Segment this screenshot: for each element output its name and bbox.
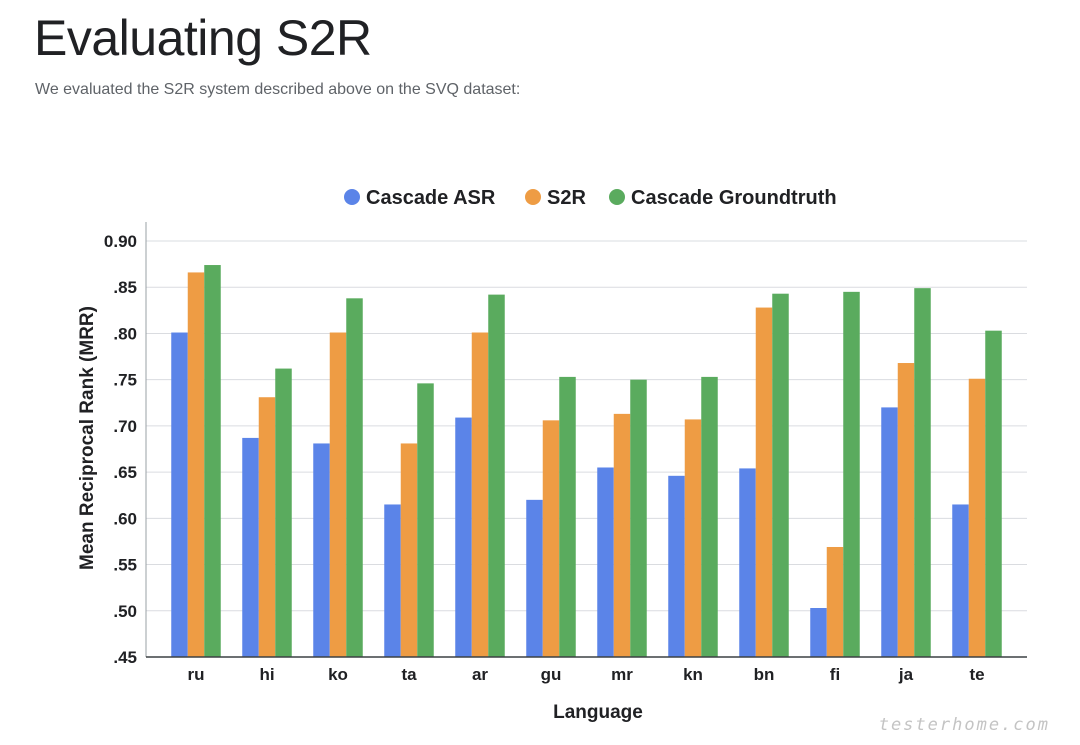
bar-cascade-groundtruth-gu	[559, 376, 576, 657]
x-tick-label: te	[969, 665, 984, 684]
bar-cascade-groundtruth-te	[985, 330, 1002, 657]
legend-label: Cascade ASR	[366, 187, 496, 209]
y-tick-label: .70	[113, 417, 137, 436]
bar-s2r-fi	[826, 546, 844, 657]
bar-s2r-ta	[400, 443, 418, 657]
bar-cascade-groundtruth-ar	[488, 294, 505, 657]
bar-s2r-gu	[542, 420, 560, 657]
bar-s2r-mr	[613, 413, 631, 657]
x-axis-title: Language	[553, 702, 643, 723]
bar-cascade-asr-hi	[242, 437, 259, 657]
y-axis-title: Mean Reciprocal Rank (MRR)	[77, 306, 98, 570]
y-tick-label: .45	[113, 648, 137, 667]
y-tick-label: .80	[113, 324, 137, 343]
bar-s2r-ko	[329, 332, 347, 657]
bar-s2r-ja	[897, 363, 915, 657]
grid-lines	[146, 240, 1027, 612]
x-tick-label: ru	[188, 665, 205, 684]
y-tick-label: .85	[113, 278, 137, 297]
bar-cascade-groundtruth-ja	[914, 288, 931, 657]
bars	[171, 265, 1002, 657]
y-tick-label: .50	[113, 602, 137, 621]
x-tick-label: hi	[259, 665, 274, 684]
legend-swatch	[344, 189, 360, 205]
bar-s2r-bn	[755, 307, 773, 657]
page-title: Evaluating S2R	[34, 10, 372, 66]
x-axis: ru hi ko ta ar gu mr kn bn fi ja te	[146, 656, 1027, 684]
intro-text: We evaluated the S2R system described ab…	[35, 81, 521, 98]
y-tick-label: .55	[113, 556, 137, 575]
x-tick-label: ja	[898, 665, 914, 684]
bar-cascade-groundtruth-bn	[772, 293, 789, 657]
bar-s2r-te	[968, 378, 986, 657]
bar-cascade-groundtruth-mr	[630, 379, 647, 657]
bar-cascade-asr-fi	[810, 608, 827, 657]
bar-cascade-asr-kn	[668, 475, 685, 657]
bar-cascade-asr-te	[952, 504, 969, 657]
x-tick-label: ko	[328, 665, 348, 684]
x-tick-label: fi	[830, 665, 840, 684]
y-axis: .45 .50 .55 .60 .65 .70 .75 .80 .85 0.90	[104, 222, 147, 667]
bar-s2r-ar	[471, 332, 489, 657]
x-tick-label: mr	[611, 665, 633, 684]
bar-cascade-groundtruth-kn	[701, 376, 718, 657]
bar-cascade-groundtruth-ta	[417, 383, 434, 657]
legend-label: Cascade Groundtruth	[631, 187, 837, 209]
x-tick-label: bn	[754, 665, 775, 684]
x-tick-label: gu	[541, 665, 562, 684]
y-tick-label: .60	[113, 509, 137, 528]
bar-s2r-ru	[187, 272, 205, 657]
bar-cascade-asr-gu	[526, 499, 543, 657]
bar-cascade-asr-ar	[455, 417, 472, 657]
x-tick-label: ta	[401, 665, 417, 684]
y-tick-label: .75	[113, 371, 137, 390]
y-tick-label: .65	[113, 463, 137, 482]
bar-cascade-groundtruth-ru	[204, 265, 221, 657]
bar-cascade-asr-ko	[313, 443, 330, 657]
bar-cascade-groundtruth-ko	[346, 298, 363, 657]
watermark: testerhome.com	[878, 715, 1050, 735]
legend-swatch	[525, 189, 541, 205]
x-tick-label: kn	[683, 665, 703, 684]
bar-cascade-asr-ta	[384, 504, 401, 657]
bar-s2r-hi	[258, 397, 276, 657]
bar-s2r-kn	[684, 419, 702, 657]
bar-cascade-asr-bn	[739, 468, 756, 657]
legend-label: S2R	[547, 187, 586, 209]
legend: Cascade ASR S2R Cascade Groundtruth	[344, 187, 837, 209]
x-tick-label: ar	[472, 665, 488, 684]
bar-cascade-asr-ru	[171, 332, 188, 657]
bar-cascade-asr-ja	[881, 407, 898, 657]
bar-cascade-asr-mr	[597, 467, 614, 657]
bar-cascade-groundtruth-fi	[843, 291, 860, 657]
bar-cascade-groundtruth-hi	[275, 368, 292, 657]
legend-swatch	[609, 189, 625, 205]
y-tick-label: 0.90	[104, 232, 137, 251]
